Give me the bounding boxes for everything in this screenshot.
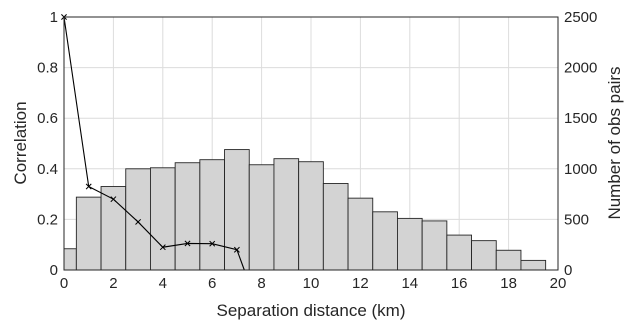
plot-frame <box>63 16 559 271</box>
y-right-tick-label: 1500 <box>564 110 597 127</box>
bar <box>471 240 497 271</box>
bar <box>199 159 226 271</box>
y-right-tick-label: 2000 <box>564 60 597 77</box>
bar <box>149 167 176 271</box>
bar <box>347 197 374 271</box>
bar <box>520 259 547 271</box>
line-point <box>184 240 191 247</box>
x-tick-label: 4 <box>159 275 167 292</box>
bar <box>446 234 473 271</box>
bar <box>372 211 398 271</box>
y-left-tick-label: 0.8 <box>37 60 58 77</box>
x-tick-label: 20 <box>550 275 567 292</box>
bar <box>273 158 300 271</box>
y-right-tick-label: 0 <box>564 262 572 279</box>
line-point <box>85 183 92 190</box>
y-axis-label-left: Correlation <box>11 101 30 184</box>
x-tick-label: 6 <box>208 275 216 292</box>
bar <box>248 164 275 271</box>
bar <box>495 249 522 271</box>
y-left-tick-label: 0.4 <box>37 161 58 178</box>
x-tick-label: 12 <box>352 275 369 292</box>
line-point <box>159 244 166 251</box>
x-tick-label: 14 <box>401 275 418 292</box>
y-right-tick-label: 1000 <box>564 161 597 178</box>
bar <box>63 248 77 271</box>
bar <box>125 168 151 271</box>
x-tick-label: 2 <box>109 275 117 292</box>
bar <box>298 161 324 271</box>
y-left-tick-label: 0.6 <box>37 110 58 127</box>
bar <box>100 186 127 271</box>
y-left-tick-label: 0 <box>50 262 58 279</box>
line-point <box>110 196 117 203</box>
bar <box>322 183 349 271</box>
y-right-tick-label: 2500 <box>564 9 597 26</box>
bar-series <box>63 149 547 271</box>
y-axis-label-right: Number of obs pairs <box>605 66 624 219</box>
x-tick-labels: 0 2 4 6 8 10 12 14 16 18 20 <box>60 275 567 292</box>
y-left-tick-labels: 0 0.2 0.4 0.6 0.8 1 <box>37 9 58 279</box>
x-axis-label: Separation distance (km) <box>217 301 406 320</box>
bar <box>75 196 102 271</box>
bar <box>421 220 448 271</box>
bar <box>174 162 201 271</box>
line-point <box>233 246 240 253</box>
x-tick-label: 8 <box>257 275 265 292</box>
bar <box>224 149 250 271</box>
bar <box>397 217 423 271</box>
y-right-tick-labels: 0 500 1000 1500 2000 2500 <box>564 9 597 279</box>
line-point <box>135 218 142 225</box>
x-tick-label: 10 <box>303 275 320 292</box>
x-tick-label: 18 <box>500 275 517 292</box>
y-right-tick-label: 500 <box>564 211 589 228</box>
line-point <box>209 240 216 247</box>
x-tick-label: 0 <box>60 275 68 292</box>
x-tick-label: 16 <box>451 275 468 292</box>
y-left-tick-label: 1 <box>50 9 58 26</box>
y-left-tick-label: 0.2 <box>37 211 58 228</box>
